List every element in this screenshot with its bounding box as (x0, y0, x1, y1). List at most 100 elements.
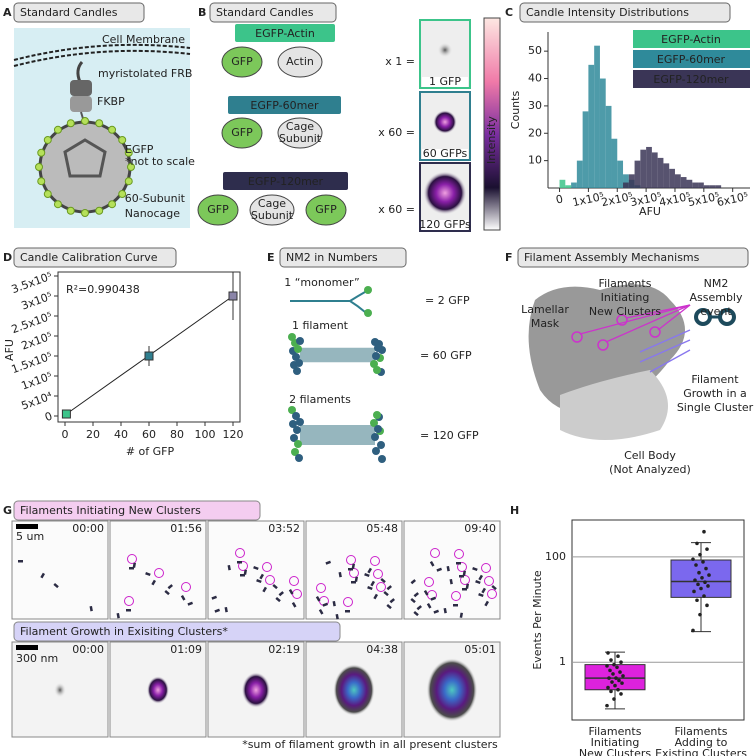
gfp-dot (364, 286, 372, 294)
scale-bar (16, 524, 38, 529)
label: Lamellar (521, 303, 569, 316)
x-tick-label: Filaments Initiating New Clusters (579, 725, 652, 756)
row-title: Filament Growth in Exisiting Clusters* (20, 625, 228, 638)
x-tick-label: Filaments Adding to Existing Clusters (655, 725, 747, 756)
cluster (389, 598, 395, 604)
label: *not to scale (125, 155, 195, 168)
legend-label: EGFP-Actin (661, 33, 721, 46)
hist-bar (565, 185, 572, 188)
cluster (370, 580, 376, 587)
label: x 60 = (378, 203, 415, 216)
cluster (243, 569, 247, 575)
new-cluster (376, 582, 386, 592)
point (605, 703, 609, 708)
point (617, 678, 621, 683)
cluster (167, 584, 173, 590)
nanocage (38, 120, 132, 214)
hist-bar (582, 111, 589, 188)
cluster (465, 583, 469, 589)
new-cluster (265, 575, 275, 585)
new-cluster (487, 589, 497, 599)
panel-title: Candle Calibration Curve (20, 251, 158, 264)
panel-letter: B (198, 6, 206, 19)
label: Subunit (279, 132, 322, 145)
cluster (475, 580, 481, 585)
point (609, 689, 613, 694)
timestamp: 05:48 (366, 522, 398, 535)
panel-title: NM2 in Numbers (286, 251, 378, 264)
cluster (318, 609, 324, 615)
label: Single Cluster (677, 401, 754, 414)
label: Subunit (251, 209, 294, 222)
cluster (367, 567, 372, 574)
cluster (211, 595, 217, 600)
cluster (275, 597, 281, 603)
egfp-dot (66, 119, 75, 128)
membrane (13, 43, 191, 61)
cluster (315, 596, 321, 602)
cluster (288, 589, 294, 595)
cluster (272, 584, 278, 590)
point (693, 578, 697, 583)
point (607, 676, 611, 680)
x-tick-label: 4x10⁵ (658, 190, 692, 209)
cluster (436, 567, 442, 572)
myosin-head (292, 412, 300, 420)
y-tick-label: 20 (528, 126, 542, 139)
cluster (472, 567, 478, 572)
cluster (416, 605, 422, 611)
point (702, 529, 706, 534)
cluster (410, 579, 416, 585)
x-tick-label: 120 (223, 428, 244, 441)
point (614, 676, 618, 680)
x-tick-label: 1x10⁵ (571, 190, 605, 209)
legend-label: EGFP-120mer (653, 73, 729, 86)
hist-bar (674, 174, 681, 188)
egfp-dot (53, 200, 62, 209)
label: GFP (231, 126, 253, 139)
hist-bar (698, 182, 704, 188)
new-cluster (457, 562, 467, 572)
panel-letter: D (3, 251, 12, 264)
egfp-dot (53, 125, 62, 134)
point (695, 598, 699, 603)
myosin-head (295, 454, 303, 462)
hist-bar (640, 149, 647, 188)
cluster (367, 586, 373, 591)
label: Cage (258, 197, 286, 210)
gfp (221, 46, 263, 78)
cluster (325, 560, 331, 565)
legend-swatch (633, 70, 750, 88)
timestamp: 01:56 (170, 522, 202, 535)
label: New Clusters (589, 305, 662, 318)
y-tick-label: 40 (528, 72, 542, 85)
label: x 60 = (378, 126, 415, 139)
label: 1 GFP (429, 75, 461, 88)
legend-swatch (633, 50, 750, 68)
myosin-head (370, 419, 378, 427)
cell-body (560, 370, 668, 440)
actin (277, 46, 323, 78)
label: Initiating (601, 291, 650, 304)
myosin-head (371, 433, 379, 441)
y-tick-label: 1 (559, 655, 566, 668)
label: FKBP (97, 95, 125, 108)
timestamp: 00:00 (72, 522, 104, 535)
x-tick-label: 6x10⁵ (716, 190, 750, 209)
cluster (278, 591, 284, 597)
label: myristolated FRB (98, 67, 192, 80)
point (144, 351, 154, 361)
cluster (426, 603, 432, 609)
hist-bar (594, 45, 600, 189)
x-tick-label: 100 (195, 428, 216, 441)
cluster (433, 609, 439, 614)
point (612, 662, 616, 667)
cluster (348, 568, 353, 571)
cluster (224, 607, 228, 613)
legend-swatch (633, 30, 750, 48)
point (707, 573, 711, 577)
point (691, 557, 695, 562)
myosin-head (295, 359, 303, 367)
panel-title: Filament Assembly Mechanisms (524, 251, 700, 264)
label: = 2 GFP (425, 294, 470, 307)
